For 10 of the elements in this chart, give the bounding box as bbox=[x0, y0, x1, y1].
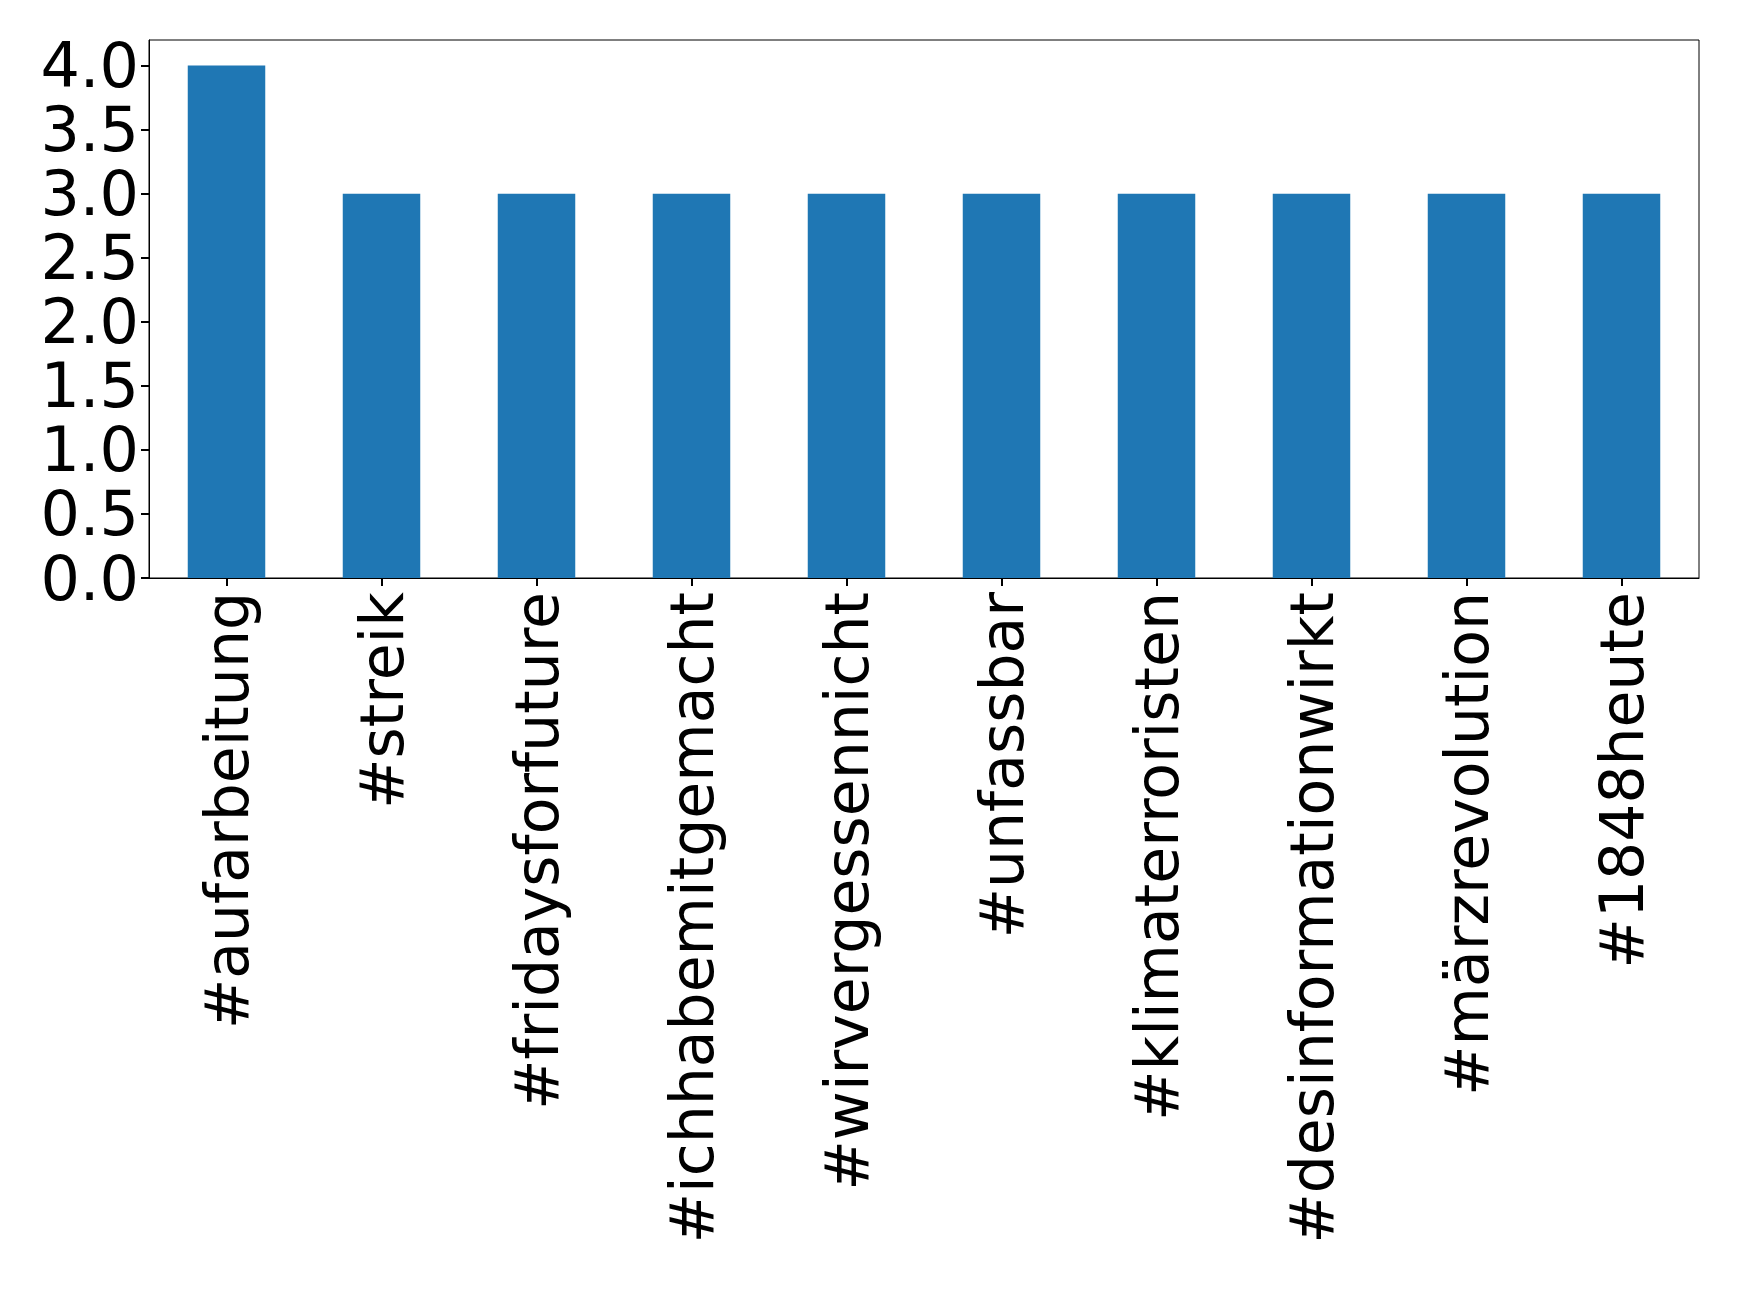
x-tick-label: #unfassbar bbox=[966, 591, 1037, 939]
x-tick-label: #klimaterroristen bbox=[1121, 592, 1192, 1121]
x-tick-label: #fridaysforfuture bbox=[501, 592, 572, 1110]
x-tick-label: #märzrevolution bbox=[1431, 592, 1502, 1096]
x-tick-label: #desinformationwirkt bbox=[1276, 592, 1347, 1244]
x-tick-label: #ichhabemitgemacht bbox=[656, 592, 727, 1244]
x-tick-label: #wirvergessennicht bbox=[811, 592, 882, 1191]
x-tick-label: #streik bbox=[346, 591, 417, 809]
x-tick-label: #1848heute bbox=[1586, 592, 1657, 969]
x-tick-label: #aufarbeitung bbox=[191, 592, 262, 1029]
